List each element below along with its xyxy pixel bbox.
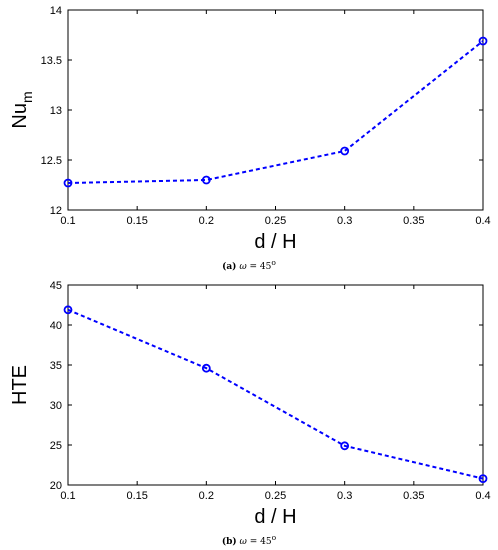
- chart-a-plot-frame: [67, 9, 484, 211]
- chart-b-series-line: [67, 308, 484, 480]
- chart-b-ytick-label: 40: [50, 320, 62, 332]
- chart-b-caption: (b) ω = 45o: [0, 533, 498, 547]
- chart-a-xtick-label: 0.25: [265, 215, 286, 227]
- chart-a-ytick-label: 12.5: [41, 155, 62, 167]
- chart-b-data-point: [201, 363, 211, 373]
- chart-a-caption-symbol: ω: [239, 262, 247, 272]
- chart-a-xtick-label: 0.4: [475, 215, 490, 227]
- chart-a-xtick-label: 0.3: [337, 215, 352, 227]
- chart-b-xtick-label: 0.25: [265, 490, 286, 502]
- chart-a-caption-sup: o: [271, 258, 276, 267]
- chart-b-caption-symbol: ω: [239, 537, 247, 547]
- chart-a-plot: 0.1 0.15 0.2 0.25 0.3 0.35 0.4 12 12.5 13 13.5 14 d …: [9, 5, 491, 253]
- chart-b-caption-sup: o: [271, 533, 277, 542]
- chart-b-data-point: [478, 474, 488, 484]
- chart-a-series-line: [67, 40, 484, 184]
- chart-b-ytick-label: 35: [50, 360, 62, 372]
- chart-b-y-axis-label: HTE: [9, 365, 31, 405]
- chart-b-data-point: [340, 441, 350, 451]
- chart-a-xtick-label: 0.1: [60, 215, 75, 227]
- chart-a-caption-eq: = 45: [246, 262, 272, 272]
- chart-a-data-point: [201, 175, 211, 185]
- chart-a-xtick-label: 0.2: [199, 215, 214, 227]
- chart-b-xtick-label: 0.35: [403, 490, 424, 502]
- chart-a-caption: (a) ω = 45o: [0, 258, 498, 272]
- chart-b-plot-frame: [67, 284, 484, 486]
- chart-b: 0.1 0.15 0.2 0.25 0.3 0.35 0.4 20 25 30 35 40 45 d / …: [0, 275, 498, 550]
- chart-a-data-point: [63, 178, 73, 188]
- chart-b-caption-label: (b): [221, 537, 237, 547]
- chart-b-ytick-label: 30: [50, 400, 62, 412]
- chart-b-xtick-label: 0.4: [475, 490, 490, 502]
- chart-a-y-axis-label: Num: [9, 91, 35, 128]
- chart-a-xtick-label: 0.35: [403, 215, 424, 227]
- chart-b-xtick-label: 0.1: [60, 490, 75, 502]
- chart-b-ytick-label: 20: [50, 480, 62, 492]
- chart-b-caption-eq: = 45: [246, 537, 272, 547]
- chart-b-plot: 0.1 0.15 0.2 0.25 0.3 0.35 0.4 20 25 30 35 40 45 d / …: [9, 280, 491, 528]
- chart-a-data-point: [340, 146, 350, 156]
- chart-a-x-axis-label: d / H: [254, 231, 296, 253]
- chart-b-ytick-label: 45: [50, 280, 62, 292]
- chart-b-xtick-label: 0.2: [199, 490, 214, 502]
- chart-b-x-axis-label: d / H: [254, 506, 296, 528]
- chart-a-xtick-label: 0.15: [126, 215, 147, 227]
- chart-a: 0.1 0.15 0.2 0.25 0.3 0.35 0.4 12 12.5 13 13.5 14 d …: [0, 5, 498, 272]
- chart-a-ytick-label: 13: [50, 105, 62, 117]
- chart-b-xtick-label: 0.3: [337, 490, 352, 502]
- chart-a-ytick-label: 12: [50, 205, 62, 217]
- chart-b-xtick-label: 0.15: [126, 490, 147, 502]
- chart-a-ytick-label: 14: [50, 5, 62, 17]
- chart-b-data-point: [63, 305, 73, 315]
- chart-a-caption-label: (a): [222, 262, 237, 272]
- chart-a-data-point: [478, 36, 488, 46]
- chart-b-ytick-label: 25: [50, 440, 62, 452]
- chart-a-ytick-label: 13.5: [41, 55, 62, 67]
